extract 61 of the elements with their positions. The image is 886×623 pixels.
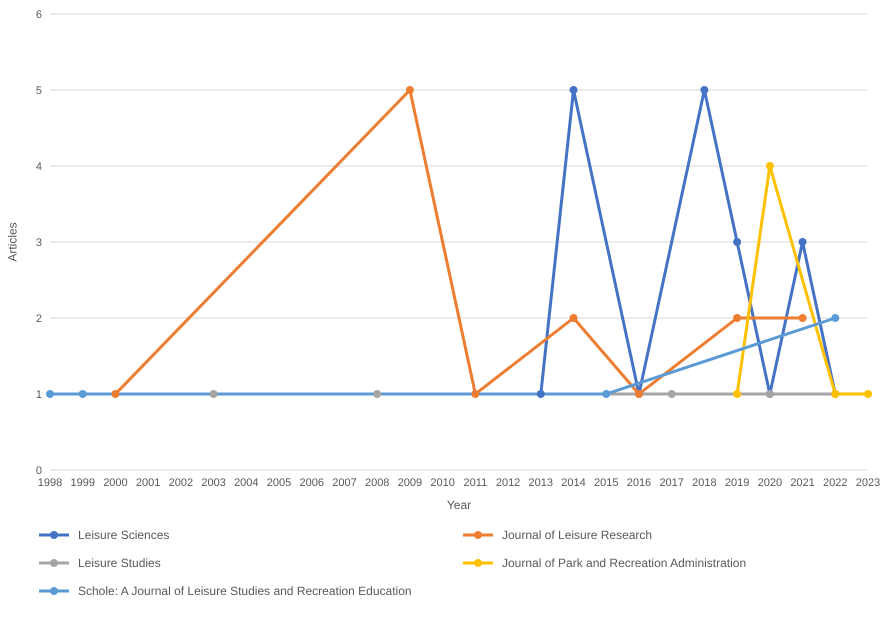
y-tick-label: 2 [36, 312, 42, 325]
point [700, 86, 708, 94]
legend-label: Leisure Studies [78, 556, 161, 570]
x-tick-label: 2006 [300, 476, 324, 489]
point [570, 86, 578, 94]
point [406, 86, 414, 94]
y-tick-label: 5 [36, 84, 42, 97]
x-axis-title: Year [446, 498, 472, 512]
legend-label: Leisure Sciences [78, 528, 170, 542]
x-tick-label: 2014 [561, 476, 586, 489]
point [111, 390, 120, 398]
point [536, 390, 545, 398]
point [798, 314, 807, 322]
point [78, 390, 87, 398]
x-tick-label: 2015 [594, 476, 618, 489]
y-tick-label: 0 [36, 464, 42, 477]
legend-label: Journal of Leisure Research [502, 528, 652, 542]
y-tick-label: 4 [36, 160, 42, 173]
point [733, 390, 742, 398]
legend-label: Journal of Park and Recreation Administration [502, 556, 746, 570]
point [733, 314, 742, 322]
x-tick-label: 2004 [234, 476, 259, 489]
x-tick-label: 2009 [398, 476, 422, 489]
point [668, 390, 676, 398]
point [766, 162, 774, 170]
point [471, 390, 480, 398]
x-tick-label: 2020 [758, 476, 782, 489]
point [831, 314, 840, 322]
x-tick-label: 1999 [70, 476, 95, 489]
point [373, 390, 382, 398]
x-tick-label: 2021 [790, 476, 815, 489]
x-tick-label: 2023 [856, 476, 880, 489]
point [798, 238, 807, 246]
x-tick-label: 2013 [528, 476, 554, 489]
x-tick-label: 2003 [201, 476, 226, 489]
x-tick-label: 2000 [103, 476, 128, 489]
point [210, 390, 218, 398]
x-tick-label: 2008 [364, 476, 390, 489]
x-tick-label: 2019 [724, 476, 750, 489]
point [864, 390, 872, 398]
point [46, 390, 54, 398]
point [602, 390, 610, 398]
legend-label: Schole: A Journal of Leisure Studies and Recreation Education [78, 584, 412, 598]
x-tick-label: 2018 [692, 476, 717, 489]
x-tick-label: 2017 [659, 476, 684, 489]
point [570, 314, 578, 322]
y-axis-title: Articles [5, 222, 20, 262]
x-tick-label: 2022 [823, 476, 848, 489]
x-tick-label: 2016 [626, 476, 652, 489]
y-tick-label: 3 [36, 236, 42, 249]
x-tick-label: 2001 [136, 476, 160, 489]
x-tick-label: 2002 [168, 476, 194, 489]
x-tick-label: 2011 [464, 476, 488, 489]
y-tick-label: 1 [36, 388, 42, 401]
x-tick-label: 1998 [38, 476, 62, 489]
point [733, 238, 742, 246]
y-tick-label: 6 [36, 8, 42, 21]
x-tick-label: 2010 [430, 476, 455, 489]
x-tick-label: 2005 [266, 476, 292, 489]
x-tick-label: 2012 [496, 476, 520, 489]
x-tick-label: 2007 [332, 476, 357, 489]
